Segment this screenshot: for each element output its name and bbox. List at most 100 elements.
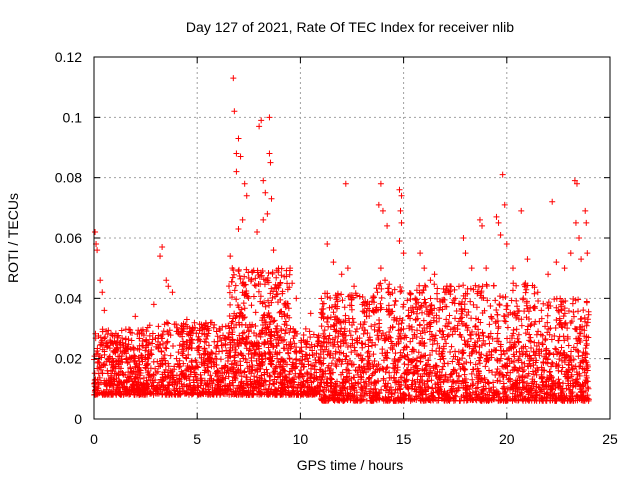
data-point — [497, 397, 504, 404]
data-point — [397, 335, 404, 342]
data-point — [118, 327, 125, 334]
data-point — [421, 265, 428, 272]
data-point — [371, 379, 378, 386]
data-point — [182, 354, 189, 361]
data-point — [137, 367, 144, 374]
data-point — [247, 278, 254, 285]
data-point — [199, 330, 206, 337]
data-point — [382, 352, 389, 359]
data-point — [423, 361, 430, 368]
data-point — [493, 307, 500, 314]
data-point — [413, 368, 420, 375]
data-point — [239, 314, 246, 321]
data-point — [365, 357, 372, 364]
data-point — [488, 387, 495, 394]
data-point — [124, 386, 131, 393]
data-point — [549, 359, 556, 366]
data-point — [282, 368, 289, 375]
data-point — [507, 344, 514, 351]
data-point — [559, 324, 566, 331]
data-point — [482, 392, 489, 399]
data-point — [541, 390, 548, 397]
data-point — [350, 361, 357, 368]
data-point — [193, 371, 200, 378]
data-point — [565, 307, 572, 314]
data-point — [509, 265, 516, 272]
y-tick-label: 0.1 — [63, 109, 83, 125]
data-point — [165, 283, 172, 290]
data-point — [179, 333, 186, 340]
data-point — [163, 339, 170, 346]
data-point — [403, 366, 410, 373]
data-point — [539, 379, 546, 386]
data-point — [416, 389, 423, 396]
data-point — [157, 253, 164, 260]
data-point — [399, 352, 406, 359]
data-point — [177, 390, 184, 397]
data-point — [149, 340, 156, 347]
data-point — [287, 380, 294, 387]
data-point — [528, 380, 535, 387]
data-point — [370, 308, 377, 315]
data-point — [119, 358, 126, 365]
data-point — [338, 325, 345, 332]
data-point — [583, 359, 590, 366]
data-point — [226, 313, 233, 320]
data-point — [426, 369, 433, 376]
data-point — [344, 390, 351, 397]
data-point — [109, 355, 116, 362]
data-point — [359, 301, 366, 308]
data-point — [546, 350, 553, 357]
data-point — [91, 370, 98, 377]
data-point — [264, 369, 271, 376]
data-point — [131, 391, 138, 398]
data-point — [342, 332, 349, 339]
data-point — [574, 397, 581, 404]
data-point — [377, 300, 384, 307]
data-point — [538, 364, 545, 371]
data-point — [365, 376, 372, 383]
data-point — [273, 328, 280, 335]
data-point — [305, 358, 312, 365]
data-point — [494, 311, 501, 318]
data-point — [97, 277, 104, 284]
data-point — [451, 392, 458, 399]
data-point — [94, 247, 101, 254]
data-point — [128, 337, 135, 344]
data-point — [460, 349, 467, 356]
data-point — [282, 327, 289, 334]
data-point — [582, 387, 589, 394]
data-point — [249, 269, 256, 276]
data-point — [264, 210, 271, 217]
data-point — [248, 367, 255, 374]
data-point — [427, 277, 434, 284]
data-point — [400, 325, 407, 332]
data-point — [478, 375, 485, 382]
data-point — [119, 335, 126, 342]
data-point — [402, 382, 409, 389]
data-point — [370, 351, 377, 358]
data-point — [115, 378, 122, 385]
data-point — [366, 360, 373, 367]
data-point — [243, 339, 250, 346]
data-point — [273, 274, 280, 281]
data-point — [387, 334, 394, 341]
data-point — [226, 289, 233, 296]
data-point — [405, 307, 412, 314]
data-point — [286, 329, 293, 336]
data-point — [384, 285, 391, 292]
data-point — [427, 306, 434, 313]
data-point — [527, 322, 534, 329]
data-point — [352, 290, 359, 297]
data-point — [475, 283, 482, 290]
data-point — [144, 324, 151, 331]
data-point — [255, 355, 262, 362]
data-point — [161, 387, 168, 394]
data-point — [235, 369, 242, 376]
data-point — [361, 302, 368, 309]
data-point — [553, 316, 560, 323]
data-point — [405, 312, 412, 319]
data-point — [409, 377, 416, 384]
data-point — [345, 367, 352, 374]
data-point — [552, 325, 559, 332]
